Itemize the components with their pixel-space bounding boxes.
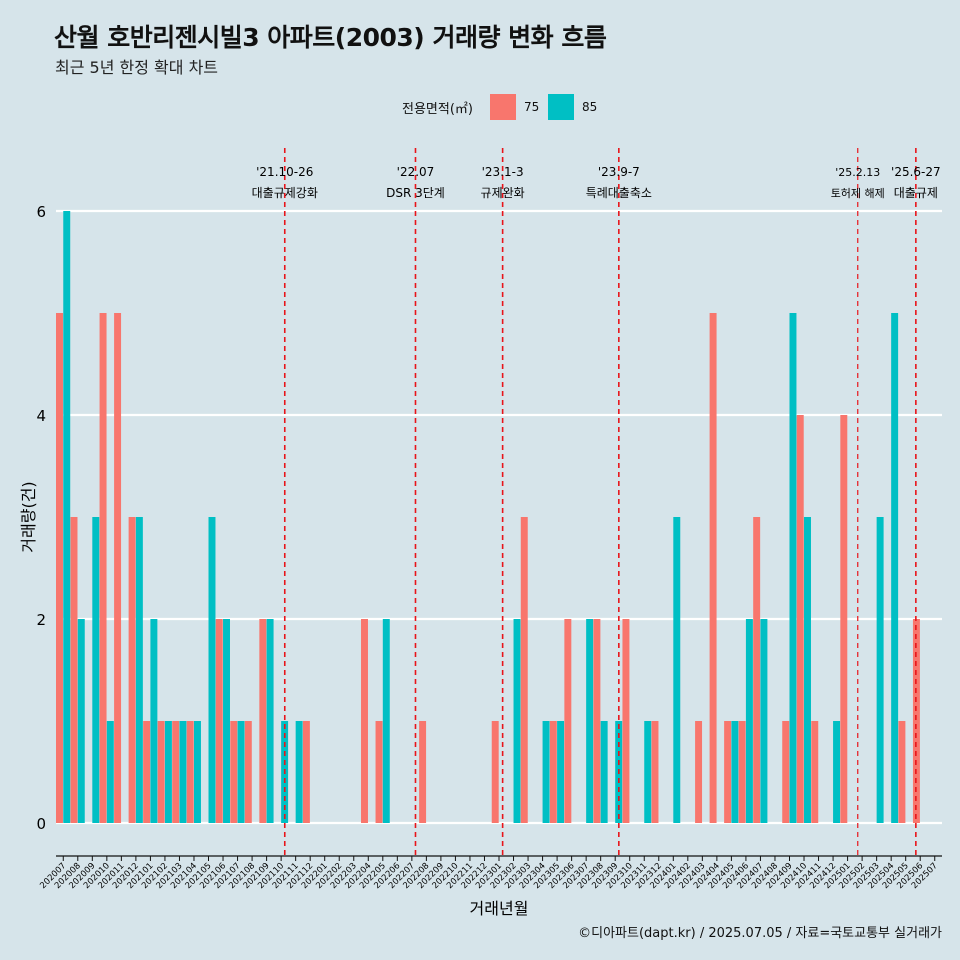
bar-85-202102 — [164, 721, 172, 823]
bar-75-202108 — [244, 721, 252, 823]
y-tick-label: 4 — [36, 407, 46, 425]
bar-85-202401 — [673, 517, 681, 823]
bar-85-202305 — [557, 721, 565, 823]
bar-75-202301 — [491, 721, 499, 823]
event-name-label: 토허제 해제 — [831, 186, 885, 200]
bar-75-202011 — [114, 313, 122, 823]
bar-75-202506 — [912, 619, 920, 823]
chart-subtitle: 최근 5년 한정 확대 차트 — [55, 58, 219, 77]
bar-85-202504 — [891, 313, 899, 823]
event-name-label: 특례대출축소 — [586, 186, 652, 200]
bar-75-202405 — [724, 721, 732, 823]
legend-label-75: 75 — [524, 100, 540, 114]
event-date-label: '23.1-3 — [482, 165, 524, 179]
legend-swatch-85 — [548, 94, 574, 120]
bar-85-202311 — [644, 721, 652, 823]
bar-75-202501 — [840, 415, 848, 823]
bar-75-202109 — [259, 619, 267, 823]
bar-85-202009 — [92, 517, 100, 823]
bar-85-202405 — [731, 721, 739, 823]
bar-85-202010 — [106, 721, 114, 823]
bar-85-202412 — [833, 721, 841, 823]
bar-75-202505 — [898, 721, 906, 823]
x-axis-title: 거래년월 — [470, 899, 529, 918]
bar-75-202403 — [695, 721, 703, 823]
bar-85-202106 — [223, 619, 230, 823]
bar-75-202204 — [361, 619, 368, 823]
bar-75-202106 — [215, 619, 223, 823]
bar-85-202007 — [63, 211, 71, 823]
bar-75-202310 — [622, 619, 630, 823]
legend-label-85: 85 — [582, 100, 598, 114]
bar-75-202008 — [70, 517, 78, 823]
bar-75-202411 — [811, 721, 819, 823]
bar-85-202302 — [513, 619, 521, 823]
bar-85-202104 — [193, 721, 201, 823]
chart-title: 산월 호반리젠시빌3 아파트(2003) 거래량 변화 흐름 — [54, 23, 607, 52]
bar-85-202410 — [804, 517, 811, 823]
event-date-label: '25.6-27 — [891, 165, 941, 179]
bar-85-202105 — [208, 517, 216, 823]
bar-75-202305 — [549, 721, 557, 823]
bar-75-202406 — [738, 721, 746, 823]
bar-85-202012 — [135, 517, 143, 823]
bar-75-202404 — [709, 313, 717, 823]
event-name-label: 대출규제강화 — [252, 186, 318, 200]
legend: 전용면적(㎡) 75 85 — [0, 92, 960, 122]
bar-75-202102 — [157, 721, 165, 823]
event-date-label: '22.07 — [397, 165, 435, 179]
bar-85-202205 — [382, 619, 390, 823]
bar-85-202407 — [760, 619, 768, 823]
bar-75-202312 — [651, 721, 659, 823]
source-caption: ©디아파트(dapt.kr) / 2025.07.05 / 자료=국토교통부 실… — [578, 926, 942, 941]
bar-75-202308 — [593, 619, 601, 823]
bar-75-202107 — [230, 721, 238, 823]
event-date-label: '21.10-26 — [256, 165, 313, 179]
event-date-label: '23.9-7 — [598, 165, 640, 179]
bar-75-202410 — [796, 415, 804, 823]
bar-85-202307 — [586, 619, 594, 823]
bar-85-202103 — [179, 721, 187, 823]
bar-75-202007 — [56, 313, 63, 823]
y-tick-label: 2 — [36, 611, 46, 629]
legend-swatch-75 — [490, 94, 516, 120]
legend-title: 전용면적(㎡) — [402, 102, 473, 117]
bar-85-202101 — [150, 619, 158, 823]
bar-85-202409 — [789, 313, 797, 823]
event-name-label: DSR 3단계 — [386, 186, 445, 200]
bar-85-202503 — [876, 517, 884, 823]
bar-85-202406 — [745, 619, 753, 823]
bar-85-202107 — [237, 721, 245, 823]
y-tick-label: 6 — [36, 203, 46, 221]
bar-75-202303 — [520, 517, 528, 823]
y-tick-label: 0 — [36, 815, 46, 833]
bar-75-202306 — [564, 619, 572, 823]
bar-75-202103 — [172, 721, 180, 823]
bar-75-202205 — [375, 721, 383, 823]
event-date-label: '25.2.13 — [835, 166, 880, 179]
event-name-label: 규제완화 — [481, 186, 525, 200]
event-name-label: 대출규제 — [894, 186, 938, 200]
bar-75-202407 — [753, 517, 761, 823]
bar-85-202109 — [266, 619, 274, 823]
bar-75-202101 — [143, 721, 151, 823]
bar-75-202112 — [302, 721, 310, 823]
bar-85-202111 — [295, 721, 303, 823]
bar-75-202409 — [782, 721, 790, 823]
y-axis-title: 거래량(건) — [19, 481, 38, 552]
bar-75-202010 — [99, 313, 107, 823]
bar-85-202304 — [542, 721, 550, 823]
bar-75-202208 — [419, 721, 427, 823]
bar-85-202008 — [77, 619, 85, 823]
bar-75-202104 — [186, 721, 194, 823]
bar-75-202012 — [128, 517, 136, 823]
bar-85-202308 — [600, 721, 608, 823]
